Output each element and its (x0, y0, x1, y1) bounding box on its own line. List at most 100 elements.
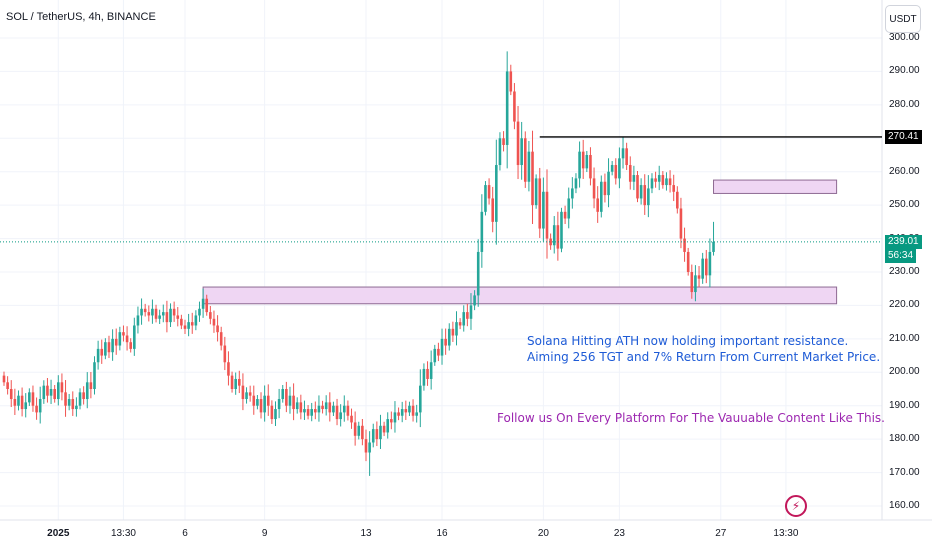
candle-body (686, 251, 690, 272)
candle-body (281, 389, 285, 400)
symbol-title: SOL / TetherUS, 4h, BINANCE (6, 11, 156, 23)
candle-body (75, 405, 78, 410)
candle-body (169, 308, 172, 323)
candle-body (697, 275, 701, 279)
candle-body (473, 295, 476, 306)
y-tick-label: 230.00 (889, 266, 920, 277)
candle-body (607, 171, 610, 196)
candle-body (621, 148, 625, 159)
candle-body (527, 151, 531, 182)
candle-body (505, 71, 509, 145)
candle-body (647, 188, 650, 206)
candle-body (462, 312, 466, 326)
candle-body (509, 71, 513, 92)
candle-body (241, 385, 245, 400)
candle-body (672, 185, 675, 192)
candle-body (321, 405, 324, 410)
y-tick-label: 220.00 (889, 299, 920, 311)
lightning-icon[interactable]: ⚡ (785, 495, 807, 517)
candle-body (317, 405, 321, 413)
candle-body (230, 375, 234, 389)
candle-body (371, 429, 375, 443)
candle-body (639, 185, 643, 199)
candle-body (183, 325, 187, 329)
candle-body (292, 395, 295, 410)
currency-button[interactable]: USDT (885, 5, 921, 33)
candle-body (411, 405, 415, 416)
candle-body (538, 178, 542, 229)
candle-body (516, 121, 520, 166)
candle-body (676, 191, 679, 209)
candle-body (498, 138, 502, 166)
y-tick-label: 210.00 (889, 332, 920, 344)
candle-body (274, 409, 277, 420)
candle-body (379, 425, 382, 440)
candle-body (180, 318, 183, 326)
resistance-price-tag: 270.41 (885, 129, 922, 144)
candle-body (480, 211, 484, 252)
y-tick-label: 280.00 (889, 98, 920, 110)
candle-body (303, 409, 306, 413)
candle-body (408, 405, 411, 413)
x-tick-label: 16 (436, 528, 448, 539)
candle-body (636, 175, 639, 199)
candle-body (335, 405, 339, 420)
candle-body (614, 165, 618, 179)
candle-body (531, 151, 534, 206)
candle-body (513, 91, 516, 122)
candle-body (592, 178, 596, 199)
candle-body (556, 225, 560, 249)
candle-body (93, 362, 96, 389)
candle-body (552, 225, 556, 246)
candle-body (534, 178, 538, 206)
candle-body (140, 308, 143, 316)
support-zone (202, 286, 838, 305)
candle-body (314, 409, 317, 413)
candle-body (466, 312, 469, 319)
candle-body (187, 322, 190, 329)
candle-body (578, 151, 581, 179)
candle-body (78, 392, 82, 406)
x-tick-label: 20 (537, 528, 549, 539)
bar-countdown-tag: 56:34 (885, 248, 917, 263)
candle-body (310, 409, 313, 416)
candle-body (368, 442, 371, 453)
y-tick-label: 300.00 (889, 32, 920, 43)
candle-body (223, 345, 227, 363)
y-tick-label: 260.00 (889, 165, 920, 177)
candle-body (111, 338, 114, 353)
candle-body (657, 175, 661, 182)
candle-body (60, 382, 64, 393)
candle-body (571, 188, 574, 199)
candle-body (64, 392, 67, 406)
candle-body (270, 405, 274, 420)
candle-body (596, 198, 599, 212)
candle-body (668, 178, 672, 186)
candle-body (165, 312, 169, 323)
candle-body (495, 165, 498, 222)
candle-body (393, 412, 397, 423)
candle-body (194, 315, 198, 326)
candle-body (643, 185, 647, 206)
candle-body (487, 185, 491, 199)
candle-body (701, 258, 704, 279)
candle-body (53, 389, 56, 400)
candle-body (288, 395, 292, 406)
candle-body (234, 378, 237, 389)
candle-body (455, 322, 458, 336)
candle-body (136, 315, 140, 326)
candle-body (96, 348, 100, 363)
candle-body (209, 312, 212, 319)
candle-body (154, 308, 158, 319)
candle-body (212, 318, 216, 326)
candle-body (67, 399, 71, 406)
candle-body (201, 298, 205, 309)
last-price-tag: 239.01 (885, 234, 922, 249)
candle-body (256, 399, 259, 406)
candle-body (397, 412, 400, 416)
annotation-line-3: Follow us On Every Platform For The Vauu… (497, 411, 885, 425)
candle-body (205, 298, 209, 313)
candle-body (426, 368, 429, 379)
candle-body (451, 328, 455, 336)
